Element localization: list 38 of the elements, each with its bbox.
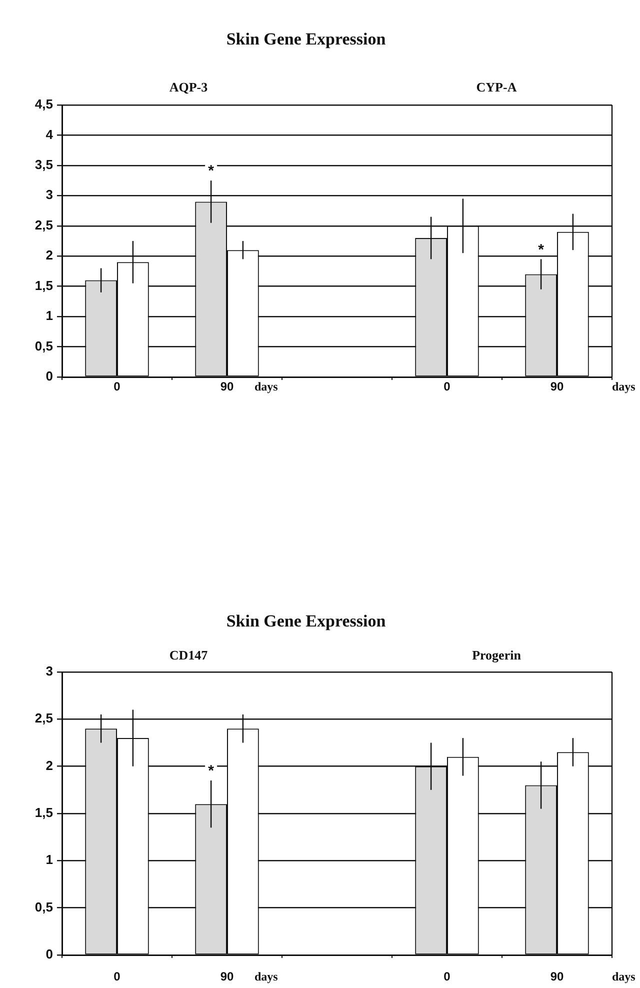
x-tick-label: 90 (220, 380, 234, 394)
text: CYP-A (476, 79, 518, 94)
x-tick-label: 0 (444, 380, 451, 394)
x-tick-label: 90 (550, 970, 564, 984)
text: days (254, 379, 278, 394)
y-tick-label: 4 (46, 126, 54, 142)
text: Progerin (472, 647, 522, 662)
y-tick-label: 3,5 (34, 157, 53, 172)
y-tick-label: 3 (46, 664, 53, 679)
y-tick-label: 3 (46, 187, 53, 202)
data-label: * (538, 241, 544, 258)
text: CD147 (169, 647, 208, 662)
y-tick-label: 2 (46, 248, 53, 263)
text: AQP-3 (169, 79, 208, 94)
y-tick-label: 1 (46, 308, 53, 324)
data-label: * (208, 162, 214, 180)
y-tick-label: 2,5 (34, 710, 53, 726)
y-tick-label: 4,5 (34, 96, 53, 112)
y-tick-label: 0,5 (34, 338, 53, 354)
text: days (254, 969, 278, 984)
y-tick-label: 1,5 (34, 805, 53, 820)
chart-title: Skin Gene Expression (226, 611, 386, 630)
y-tick-label: 2,5 (34, 217, 53, 232)
x-tick-label: 0 (114, 380, 121, 394)
y-tick-label: 2 (46, 758, 53, 773)
x-tick-label: 0 (114, 970, 121, 984)
text: days (612, 969, 636, 984)
text: days (612, 379, 636, 394)
y-tick-label: 0 (46, 368, 53, 384)
y-tick-label: 1,5 (34, 278, 53, 293)
y-tick-label: 0 (46, 946, 53, 962)
x-tick-label: 0 (444, 970, 451, 984)
x-tick-label: 90 (550, 380, 564, 394)
chart-title: Skin Gene Expression (226, 29, 386, 48)
x-tick-label: 90 (220, 970, 234, 984)
y-tick-label: 1 (46, 852, 53, 868)
data-label: * (208, 762, 214, 780)
y-tick-label: 0,5 (34, 899, 53, 914)
